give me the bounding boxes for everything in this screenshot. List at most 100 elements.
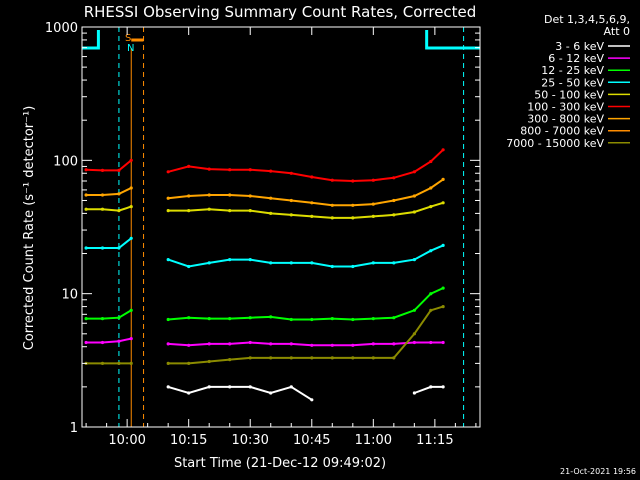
point-5-1-1 — [187, 164, 191, 168]
point-5-0-3 — [129, 158, 133, 162]
point-8-1-0 — [166, 361, 170, 365]
point-5-1-2 — [207, 167, 211, 171]
night-flag-line-right — [425, 30, 480, 50]
point-2-1-10 — [371, 317, 375, 321]
point-1-1-1 — [187, 343, 191, 347]
plot-area: SN — [82, 27, 480, 427]
point-2-1-13 — [429, 292, 433, 296]
point-5-1-10 — [371, 178, 375, 182]
point-8-1-4 — [248, 356, 252, 360]
x-tick-label-3: 10:45 — [293, 433, 330, 448]
point-6-1-0 — [166, 196, 170, 200]
point-4-0-1 — [100, 207, 105, 211]
series-line-1-0 — [86, 337, 132, 344]
point-8-1-7 — [310, 356, 314, 360]
point-5-1-12 — [412, 170, 416, 174]
point-6-1-11 — [392, 198, 396, 203]
point-5-1-6 — [289, 171, 293, 175]
point-8-0-1 — [100, 361, 105, 365]
point-2-1-7 — [310, 317, 314, 322]
point-6-1-9 — [351, 203, 355, 207]
point-3-0-3 — [129, 236, 133, 240]
point-6-1-10 — [371, 202, 375, 206]
point-5-0-0 — [84, 168, 88, 172]
point-4-1-1 — [187, 209, 191, 213]
point-5-1-11 — [392, 176, 396, 180]
point-4-1-11 — [392, 213, 396, 217]
point-0-1-0 — [412, 391, 416, 395]
point-5-1-13 — [429, 159, 433, 164]
marker-n: N — [127, 43, 134, 54]
point-2-1-6 — [289, 317, 293, 322]
point-8-1-5 — [269, 356, 273, 360]
point-3-1-13 — [429, 249, 433, 253]
x-tick-label-2: 10:30 — [231, 433, 268, 448]
point-5-1-7 — [310, 175, 314, 179]
point-3-1-4 — [248, 258, 252, 262]
series-line-5-0 — [86, 159, 132, 172]
point-4-1-0 — [166, 209, 170, 213]
point-3-1-8 — [330, 264, 334, 269]
point-0-1-1 — [429, 385, 433, 389]
point-2-1-0 — [166, 317, 170, 322]
point-0-0-5 — [269, 391, 273, 395]
point-0-0-6 — [289, 385, 293, 389]
point-2-1-2 — [207, 317, 211, 321]
point-5-1-5 — [269, 169, 273, 173]
point-0-0-4 — [248, 385, 252, 389]
point-0-0-1 — [187, 391, 191, 395]
point-3-0-0 — [84, 246, 88, 250]
point-1-1-11 — [392, 342, 396, 346]
point-3-1-14 — [441, 243, 445, 247]
point-1-1-7 — [310, 343, 314, 347]
point-8-1-1 — [187, 361, 191, 365]
point-1-1-13 — [429, 340, 433, 345]
point-2-1-9 — [351, 317, 355, 322]
point-5-1-9 — [351, 179, 355, 183]
point-3-0-2 — [117, 246, 121, 250]
point-2-0-3 — [129, 308, 133, 312]
point-6-1-8 — [330, 203, 334, 207]
x-tick-label-0: 10:00 — [108, 433, 145, 448]
point-4-1-13 — [429, 205, 433, 209]
point-3-1-9 — [351, 264, 355, 269]
legend-label-4: 50 - 100 keV — [534, 88, 604, 101]
axes: 10:00 10:15 10:30 10:45 11:00 11:15 1 10 100 1000 — [45, 21, 480, 448]
point-6-1-12 — [412, 194, 416, 198]
legend-label-0: 3 - 6 keV — [555, 40, 604, 53]
point-6-1-14 — [441, 177, 445, 181]
series-line-4-0 — [86, 205, 132, 212]
point-4-1-4 — [248, 209, 252, 213]
point-1-1-4 — [248, 340, 252, 345]
series-line-6-0 — [86, 187, 132, 196]
point-8-1-6 — [289, 356, 293, 360]
point-2-1-11 — [392, 316, 396, 320]
point-1-1-5 — [269, 342, 273, 346]
point-2-1-8 — [330, 317, 334, 321]
point-8-1-13 — [429, 308, 433, 312]
point-4-0-0 — [84, 207, 88, 211]
point-0-0-2 — [207, 385, 211, 389]
y-tick-label-2: 100 — [53, 154, 78, 169]
point-6-1-3 — [228, 193, 232, 197]
point-4-1-3 — [228, 209, 232, 213]
point-6-1-1 — [187, 194, 191, 198]
point-5-1-3 — [228, 168, 232, 172]
plot-frame — [81, 26, 481, 428]
point-3-1-3 — [228, 258, 232, 262]
point-3-1-6 — [289, 261, 293, 265]
point-2-0-2 — [117, 316, 121, 320]
point-1-1-3 — [228, 342, 232, 346]
point-8-1-14 — [441, 305, 445, 309]
point-6-0-3 — [129, 186, 133, 190]
point-6-1-2 — [207, 193, 211, 197]
legend-label-5: 100 - 300 keV — [527, 101, 604, 114]
point-4-0-3 — [129, 205, 133, 209]
point-4-1-9 — [351, 216, 355, 220]
y-tick-label-1: 10 — [61, 288, 78, 303]
point-8-0-2 — [117, 361, 121, 365]
point-8-1-10 — [371, 356, 375, 360]
